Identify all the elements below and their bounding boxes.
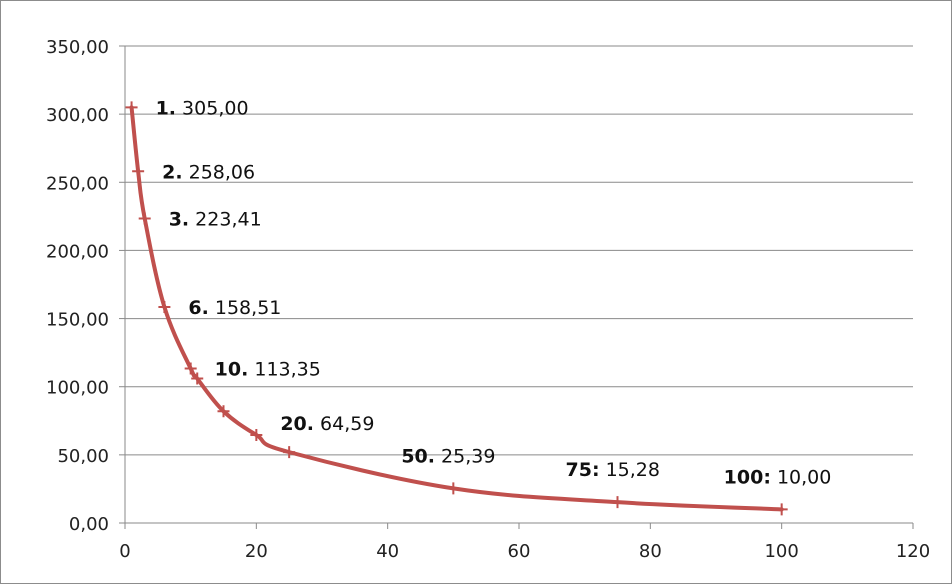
- data-point-marker: [612, 496, 624, 508]
- y-tick-label: 250,00: [46, 173, 109, 194]
- y-tick-label: 300,00: [46, 105, 109, 126]
- data-label-index: 6.: [188, 297, 208, 319]
- data-label-index: 2.: [162, 161, 182, 183]
- y-tick-label: 200,00: [46, 241, 109, 262]
- x-tick-label: 0: [119, 541, 130, 562]
- data-label: 3. 223,41: [169, 209, 262, 231]
- data-label-index: 50.: [401, 445, 435, 467]
- data-label: 6. 158,51: [188, 297, 281, 319]
- data-label: 10. 113,35: [215, 359, 321, 381]
- x-tick-label: 40: [376, 541, 399, 562]
- data-label-value: 258,06: [183, 161, 256, 183]
- data-point-marker: [139, 213, 151, 225]
- x-tick-label: 60: [508, 541, 531, 562]
- data-label-value: 305,00: [176, 97, 249, 119]
- data-label-index: 3.: [169, 209, 189, 231]
- data-label-index: 20.: [280, 413, 314, 435]
- data-label-value: 113,35: [248, 359, 321, 381]
- data-label-value: 64,59: [314, 413, 374, 435]
- data-label-index: 100:: [724, 466, 771, 488]
- data-point-marker: [158, 301, 170, 313]
- data-label-index: 10.: [215, 359, 249, 381]
- x-tick-label: 20: [245, 541, 268, 562]
- data-point-marker: [283, 446, 295, 458]
- data-label: 1. 305,00: [156, 97, 249, 119]
- x-tick-label: 100: [764, 541, 798, 562]
- data-point-marker: [132, 165, 144, 177]
- y-tick-label: 100,00: [46, 378, 109, 399]
- x-axis-ticks: 0 20 40 60 80 100 120: [119, 541, 930, 562]
- data-label: 2. 258,06: [162, 161, 255, 183]
- data-label: 50. 25,39: [401, 445, 495, 467]
- data-label: 20. 64,59: [280, 413, 374, 435]
- y-tick-label: 0,00: [69, 514, 109, 535]
- y-tick-label: 350,00: [46, 37, 109, 58]
- data-point-marker: [126, 101, 138, 113]
- y-tick-label: 50,00: [57, 446, 109, 467]
- data-label-index: 75:: [566, 459, 600, 481]
- data-label-index: 1.: [156, 97, 176, 119]
- x-tick-label: 80: [639, 541, 662, 562]
- x-tick-label: 120: [896, 541, 930, 562]
- data-point-marker: [776, 503, 788, 515]
- data-label-value: 158,51: [209, 297, 282, 319]
- y-tick-label: 150,00: [46, 310, 109, 331]
- data-label-value: 10,00: [771, 466, 831, 488]
- data-label-value: 25,39: [435, 445, 495, 467]
- y-axis-ticks: 0,00 50,00 100,00 150,00 200,00 250,00 300,00 3…: [46, 37, 109, 535]
- data-label-value: 15,28: [600, 459, 660, 481]
- data-label: 75: 15,28: [566, 459, 660, 481]
- data-label-value: 223,41: [189, 209, 262, 231]
- data-point-marker: [447, 482, 459, 494]
- data-label: 100: 10,00: [724, 466, 832, 488]
